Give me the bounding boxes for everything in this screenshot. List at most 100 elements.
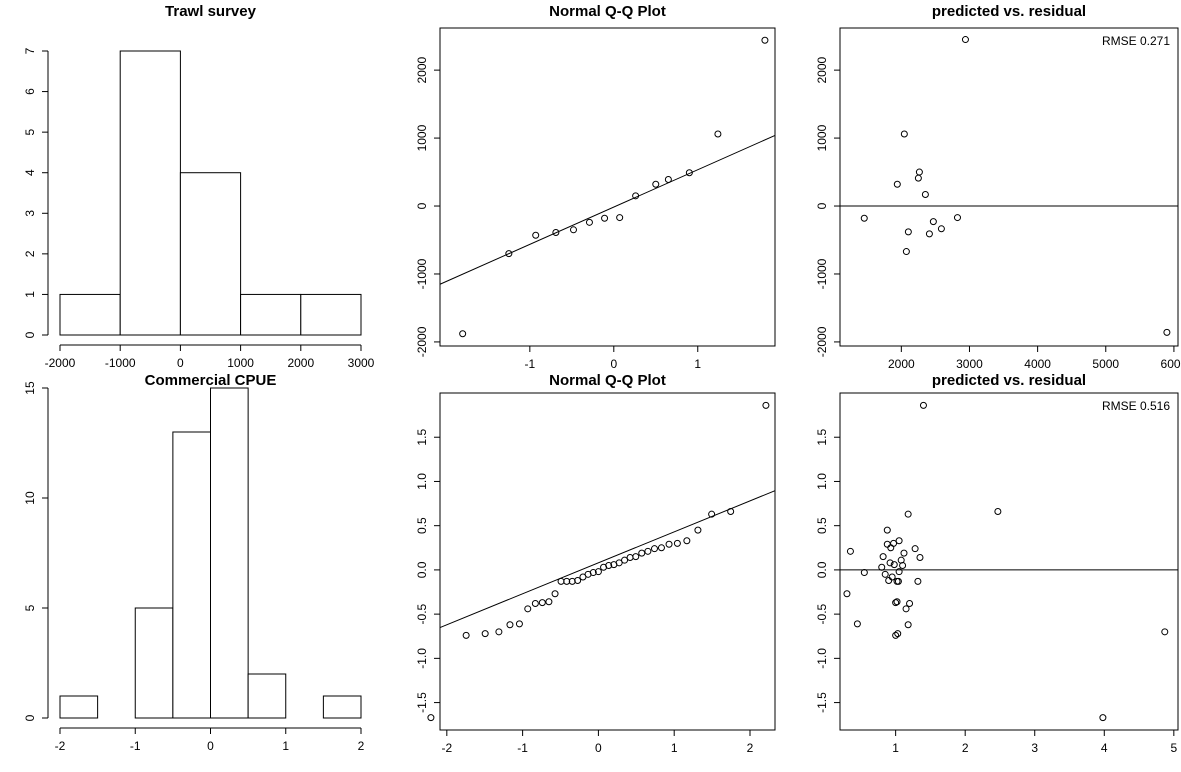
x-tick-label: 0 xyxy=(207,739,214,753)
point xyxy=(886,559,894,567)
histogram-bar xyxy=(172,431,211,719)
point xyxy=(708,510,716,518)
histogram-bar xyxy=(240,293,302,336)
point xyxy=(1099,714,1107,722)
point xyxy=(893,598,901,606)
x-tick-label: 3000 xyxy=(348,356,375,370)
point xyxy=(569,226,577,234)
histogram-bar xyxy=(322,695,362,719)
y-tick-label: -1000 xyxy=(415,258,429,289)
point xyxy=(568,577,576,585)
point xyxy=(664,176,672,184)
point xyxy=(551,590,559,598)
point xyxy=(589,569,597,577)
y-tick-label: 4 xyxy=(23,169,37,176)
y-tick-label: -1.0 xyxy=(415,648,429,669)
y-tick-label: 0.0 xyxy=(815,561,829,578)
y-tick-label: -0.5 xyxy=(815,603,829,624)
reference-line xyxy=(439,490,776,628)
x-tick-label: -2 xyxy=(441,741,452,755)
histogram-bar xyxy=(59,293,121,336)
x-tick-label: -2 xyxy=(55,739,66,753)
point xyxy=(906,600,914,608)
point xyxy=(761,36,769,44)
x-tick-label: 6000 xyxy=(1161,357,1181,371)
point xyxy=(894,577,902,585)
point xyxy=(585,218,593,226)
point xyxy=(911,545,919,553)
x-tick-label: 2 xyxy=(747,741,754,755)
point xyxy=(727,508,735,516)
point xyxy=(888,573,896,581)
point xyxy=(878,563,886,571)
point xyxy=(894,630,902,638)
point xyxy=(890,539,898,547)
point xyxy=(853,620,861,628)
reference-line xyxy=(439,134,776,285)
point xyxy=(846,547,854,555)
y-tick-label: -2000 xyxy=(415,326,429,357)
x-tick-label: 1 xyxy=(694,357,701,371)
point xyxy=(893,180,901,188)
y-tick-label: 0 xyxy=(415,202,429,209)
point xyxy=(427,714,435,722)
y-tick-label: -2000 xyxy=(815,326,829,357)
y-tick-label: 5 xyxy=(23,128,37,135)
y-tick-label: 2000 xyxy=(815,56,829,83)
x-tick-label: -1 xyxy=(525,357,536,371)
point xyxy=(929,218,937,226)
point xyxy=(673,539,681,547)
point xyxy=(495,628,503,636)
panel-title: predicted vs. residual xyxy=(932,372,1086,389)
x-tick-label: -1000 xyxy=(105,356,136,370)
y-tick-label: 0.5 xyxy=(415,517,429,534)
point xyxy=(762,401,770,409)
point xyxy=(961,36,969,44)
point xyxy=(632,553,640,561)
histogram-bar xyxy=(134,607,174,719)
y-tick-label: 1000 xyxy=(415,124,429,151)
point xyxy=(921,190,929,198)
plot-box xyxy=(439,27,776,347)
plot-box xyxy=(839,392,1179,731)
y-tick-label: 1 xyxy=(23,291,37,298)
point xyxy=(904,510,912,518)
point xyxy=(883,540,891,548)
plot-box xyxy=(439,392,776,731)
point xyxy=(900,130,908,138)
x-tick-label: 4000 xyxy=(1024,357,1051,371)
panel-title: Trawl survey xyxy=(165,3,257,20)
y-tick-label: 1.5 xyxy=(415,429,429,446)
plot-box xyxy=(839,27,1179,347)
point xyxy=(1161,628,1169,636)
point xyxy=(916,554,924,562)
point xyxy=(657,544,665,552)
y-tick-label: -1000 xyxy=(815,258,829,289)
point xyxy=(902,605,910,613)
x-tick-label: 0 xyxy=(610,357,617,371)
annotation: RMSE 0.516 xyxy=(1102,399,1170,413)
x-tick-label: 4 xyxy=(1101,741,1108,755)
x-tick-label: -1 xyxy=(130,739,141,753)
x-tick-label: 1 xyxy=(892,741,899,755)
point xyxy=(902,248,910,256)
point xyxy=(665,540,673,548)
point xyxy=(574,577,582,585)
point xyxy=(683,537,691,545)
point xyxy=(652,180,660,188)
y-tick-label: 15 xyxy=(23,381,37,395)
point xyxy=(843,590,851,598)
point xyxy=(531,600,539,608)
point xyxy=(605,561,613,569)
point xyxy=(885,577,893,585)
y-tick-label: 6 xyxy=(23,88,37,95)
histogram-bar xyxy=(119,50,181,336)
point xyxy=(914,577,922,585)
point xyxy=(897,556,905,564)
panel-title: Normal Q-Q Plot xyxy=(549,3,666,20)
histogram-bar xyxy=(300,293,362,336)
y-tick-label: 0.5 xyxy=(815,517,829,534)
point xyxy=(892,599,900,607)
y-tick-label: 1000 xyxy=(815,124,829,151)
point xyxy=(615,559,623,567)
